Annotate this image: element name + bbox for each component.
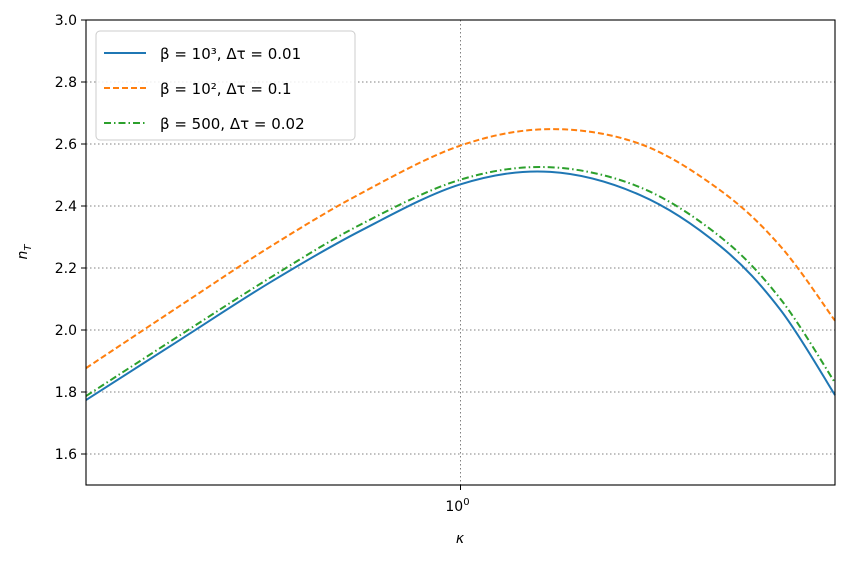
y-tick-label: 2.0 bbox=[55, 323, 77, 339]
y-tick-label: 2.2 bbox=[55, 261, 77, 277]
legend-label: β = 10², Δτ = 0.1 bbox=[160, 80, 292, 98]
x-axis-label: κ bbox=[456, 531, 465, 547]
series-lines bbox=[85, 128, 836, 401]
y-tick-label: 2.8 bbox=[55, 75, 77, 91]
y-tick-label: 2.4 bbox=[55, 199, 77, 215]
x-axis: 100 bbox=[445, 485, 470, 515]
series-line-1 bbox=[85, 170, 836, 401]
legend-label: β = 500, Δτ = 0.02 bbox=[160, 115, 305, 133]
legend-box bbox=[95, 30, 356, 141]
x-tick-label: 100 bbox=[445, 497, 469, 515]
legend: β = 10³, Δτ = 0.01 β = 10², Δτ = 0.1 β = 5… bbox=[95, 30, 356, 141]
y-tick-label: 2.6 bbox=[55, 137, 77, 153]
y-tick-label: 1.8 bbox=[55, 385, 77, 401]
series-line-2 bbox=[85, 128, 836, 369]
y-tick-label: 1.6 bbox=[55, 447, 77, 463]
y-axis-label: nT bbox=[15, 244, 34, 260]
series-line-3 bbox=[85, 166, 836, 397]
y-tick-label: 3.0 bbox=[55, 13, 77, 29]
y-axis: 1.6 1.8 2.0 2.2 2.4 2.6 2.8 3.0 bbox=[55, 13, 86, 463]
legend-label: β = 10³, Δτ = 0.01 bbox=[160, 45, 301, 63]
